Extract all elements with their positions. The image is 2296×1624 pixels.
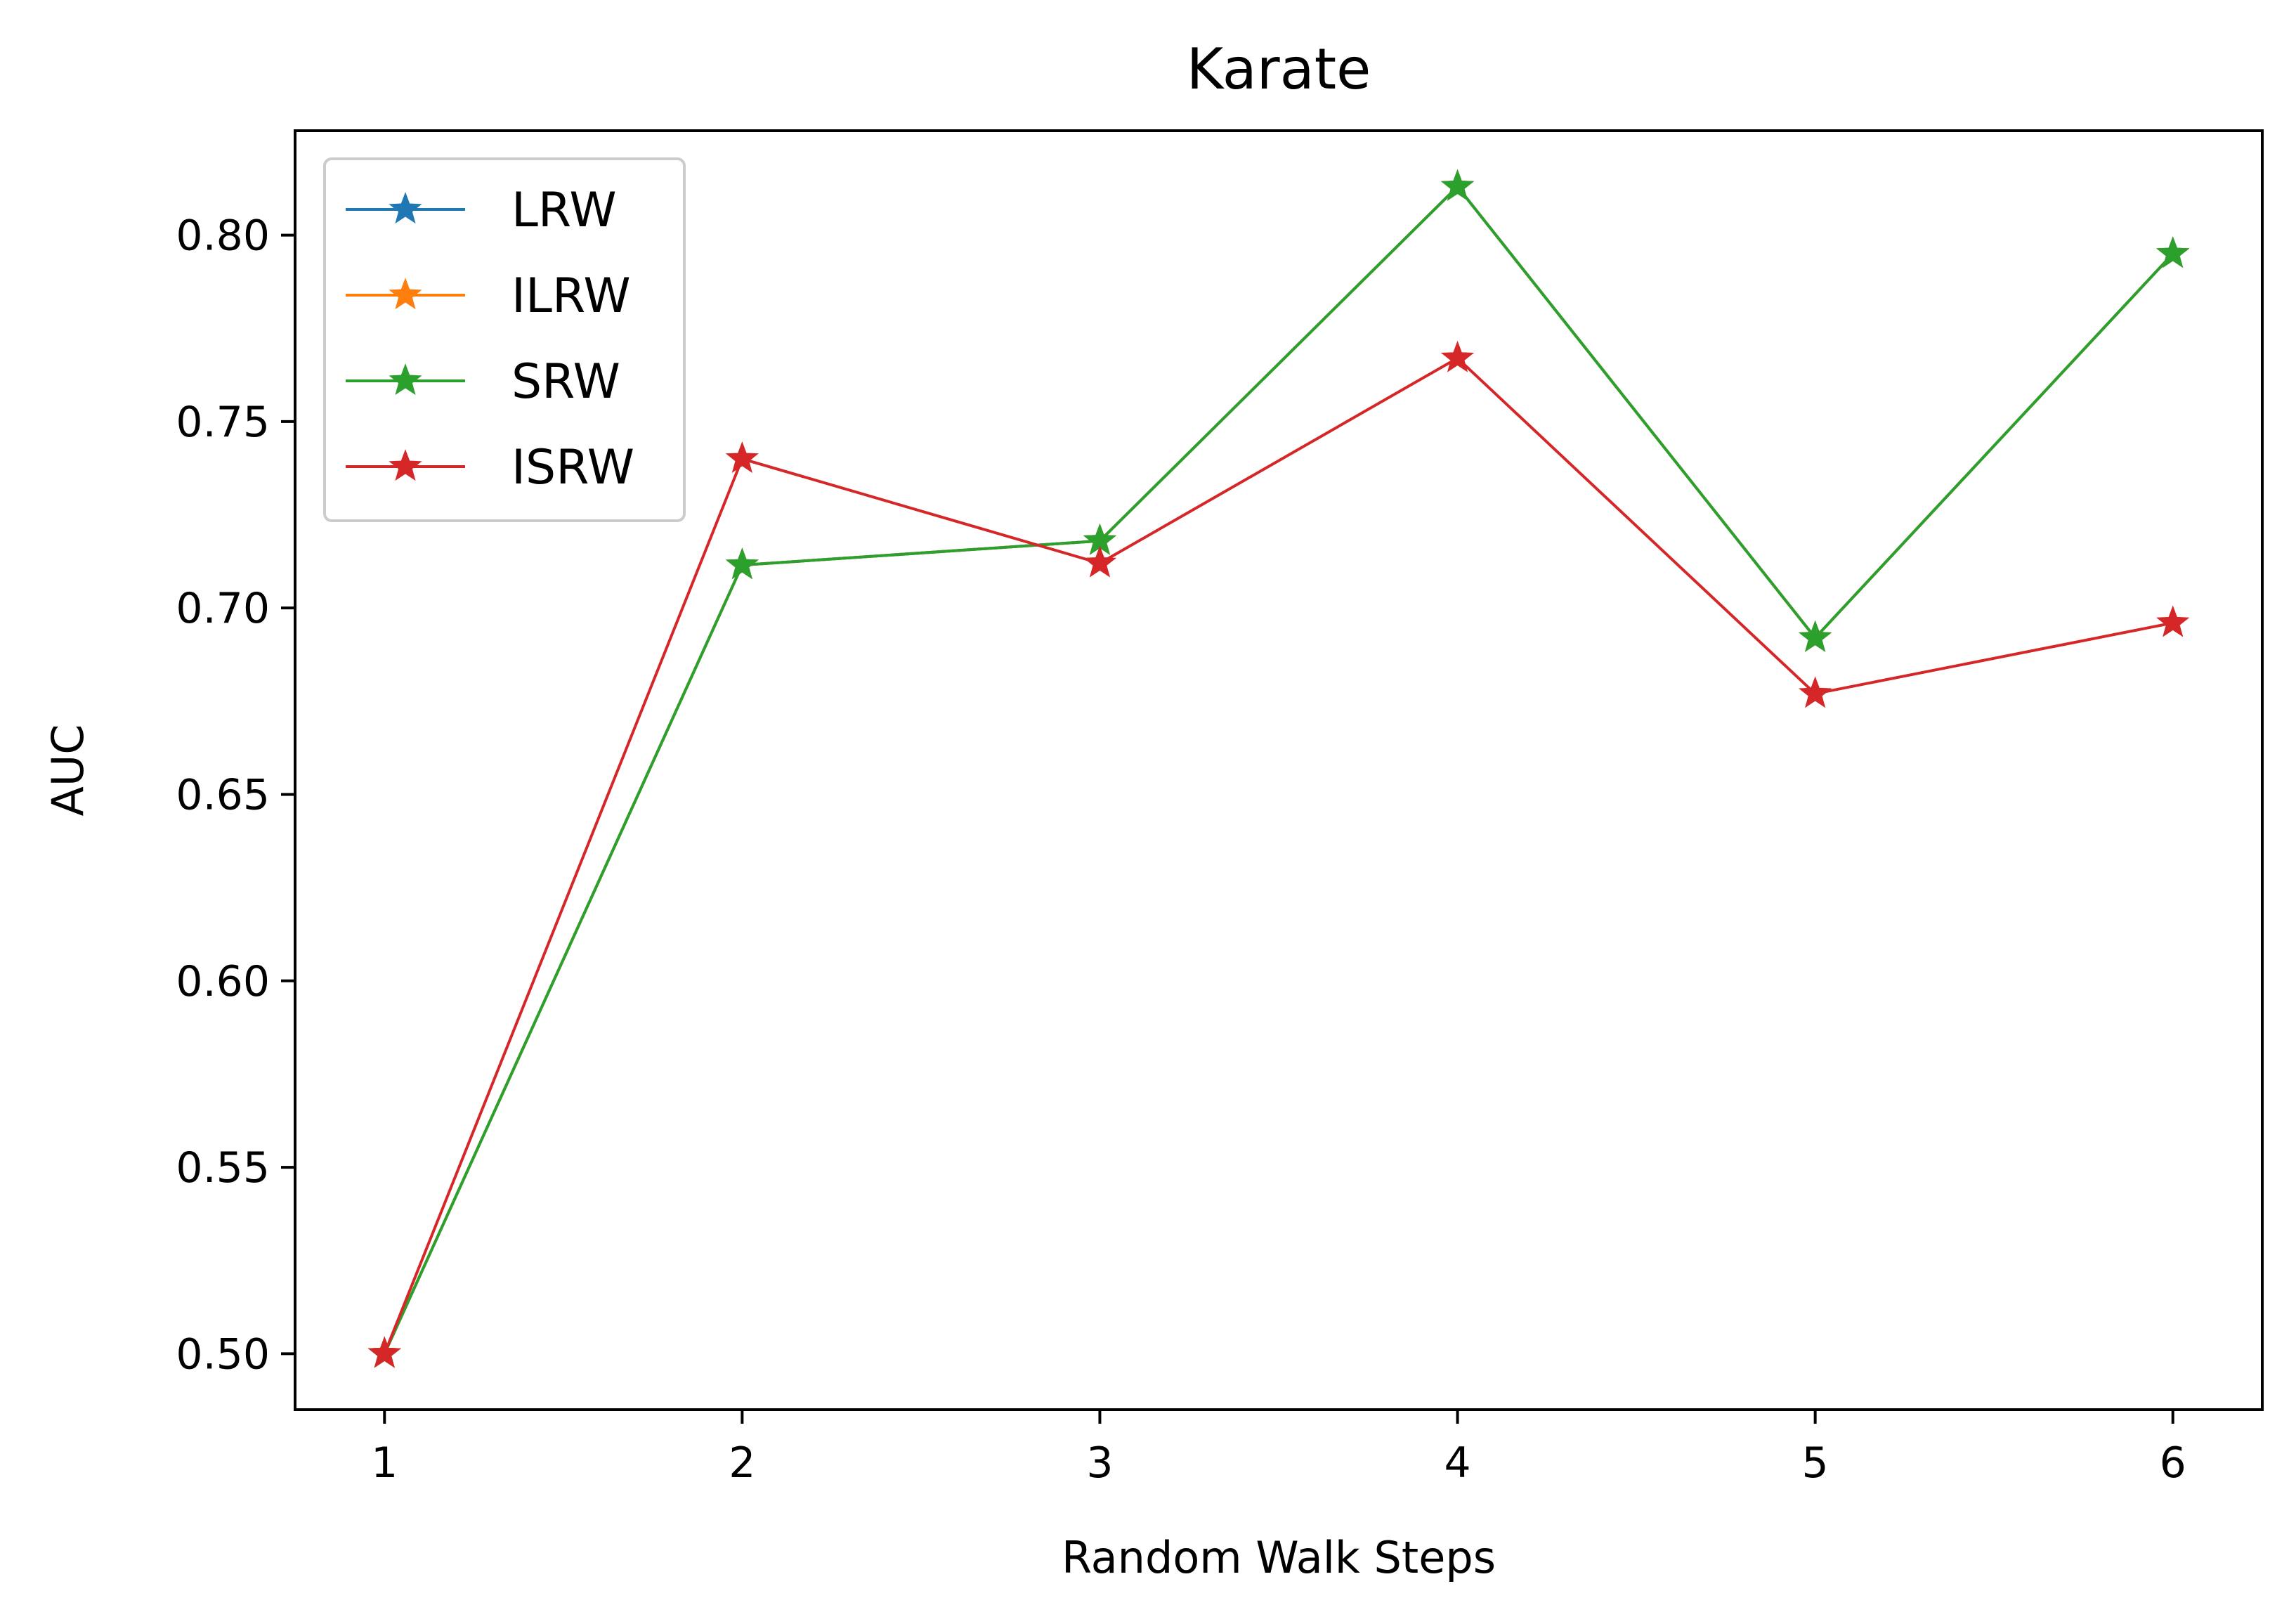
legend-marker-ilrw (389, 278, 422, 310)
y-tick-label-1: 0.55 (176, 1143, 270, 1193)
legend-marker-lrw (389, 192, 422, 224)
y-tick-label-5: 0.75 (176, 398, 270, 447)
series-line-srw (383, 185, 2174, 1355)
x-tick-label-5: 6 (2160, 1438, 2186, 1488)
y-tick-label-4: 0.70 (176, 584, 270, 633)
x-tick-label-2: 3 (1086, 1438, 1113, 1488)
point-isrw-3 (1440, 340, 1475, 372)
y-axis-ticks: 0.50 0.55 0.60 0.65 0.70 0.75 0.80 (176, 212, 295, 1379)
x-axis-title: Random Walk Steps (1062, 1532, 1496, 1583)
legend-label-ilrw: ILRW (511, 268, 631, 324)
y-axis-title: AUC (42, 724, 93, 816)
legend-marker-srw (389, 363, 422, 396)
point-srw-4 (1798, 620, 1832, 652)
plot-markers (367, 169, 2190, 1368)
point-isrw-2 (1083, 545, 1117, 578)
point-isrw-4 (1798, 676, 1832, 708)
series-line-isrw (383, 356, 2174, 1355)
x-tick-label-4: 5 (1802, 1438, 1829, 1488)
plot-frame (294, 129, 2264, 1411)
y-tick-label-3: 0.65 (176, 770, 270, 819)
point-srw-1 (725, 547, 759, 580)
y-tick-label-6: 0.80 (176, 212, 270, 261)
legend-marker-isrw (389, 449, 422, 481)
plot-lines (383, 185, 2174, 1355)
y-tick-label-0: 0.50 (176, 1330, 270, 1379)
x-tick-label-0: 1 (371, 1438, 398, 1488)
legend: LRW ILRW SRW ISRW (323, 157, 686, 522)
point-isrw-1 (725, 441, 759, 474)
legend-label-srw: SRW (511, 354, 620, 410)
legend-label-lrw: LRW (511, 183, 617, 238)
x-axis-ticks: 1 2 3 4 5 6 (371, 1410, 2186, 1488)
chart-title: Karate (1187, 37, 1371, 102)
y-tick-label-2: 0.60 (176, 957, 270, 1006)
x-tick-label-3: 4 (1444, 1438, 1470, 1488)
legend-entries: LRW ILRW SRW ISRW (346, 183, 634, 495)
legend-frame (323, 157, 686, 522)
point-isrw-0 (367, 1336, 401, 1368)
x-tick-label-1: 2 (729, 1438, 755, 1488)
point-srw-5 (2156, 236, 2190, 268)
point-isrw-5 (2156, 605, 2190, 637)
legend-label-isrw: ISRW (511, 440, 634, 495)
point-srw-3 (1440, 169, 1475, 201)
